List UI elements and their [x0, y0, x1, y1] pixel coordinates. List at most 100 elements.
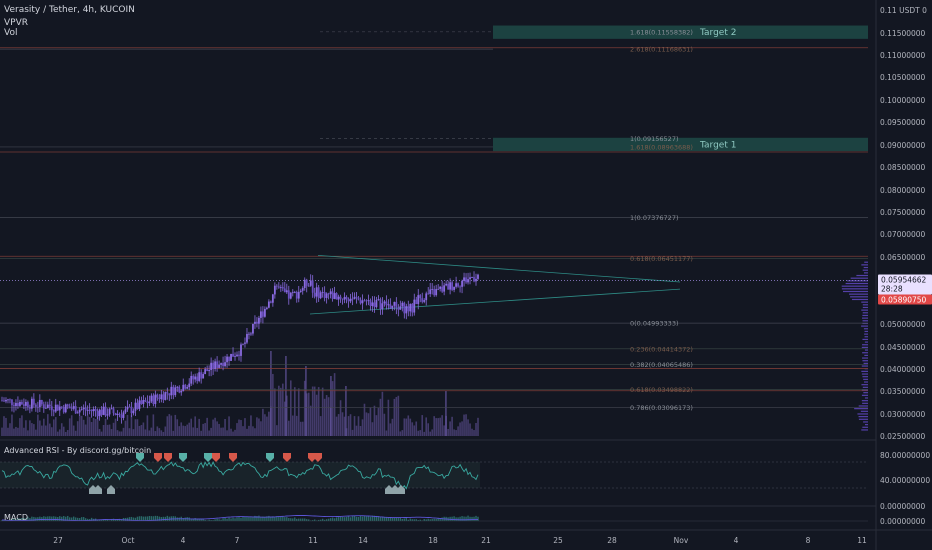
- macd-histogram-bar: [264, 516, 266, 521]
- macd-histogram-bar: [202, 518, 204, 521]
- macd-histogram-bar: [323, 519, 326, 521]
- macd-histogram-bar: [471, 516, 473, 521]
- candle-body: [72, 406, 75, 409]
- candle-body: [321, 291, 324, 293]
- volume-bar: [228, 416, 230, 436]
- price-tick-label: 0.06500000: [880, 253, 926, 262]
- macd-histogram-bar: [367, 515, 370, 521]
- volume-bar: [138, 425, 141, 436]
- volume-bar: [184, 426, 187, 436]
- candle-body: [60, 406, 63, 408]
- volume-profile-bar: [861, 264, 868, 266]
- macd-histogram-bar: [393, 517, 396, 521]
- macd-histogram-bar: [377, 516, 380, 521]
- volume-bar: [407, 415, 410, 436]
- volume-profile: [841, 261, 868, 431]
- volume-bar: [82, 419, 85, 436]
- volume-bar: [204, 423, 206, 436]
- macd-histogram-bar: [387, 517, 390, 521]
- volume-bar: [260, 421, 262, 436]
- volume-bar: [27, 430, 29, 436]
- volume-bar: [353, 416, 356, 436]
- volume-bar: [331, 381, 334, 436]
- candle-body: [393, 301, 396, 306]
- volume-bar: [421, 415, 424, 436]
- time-tick-label: 4: [181, 536, 186, 545]
- vpvr-indicator-label[interactable]: VPVR: [4, 18, 28, 28]
- volume-bar: [23, 427, 25, 436]
- candle-body: [164, 392, 167, 400]
- volume-bar: [381, 391, 384, 436]
- price-tick-label: 0.08000000: [880, 186, 926, 195]
- volume-bar: [128, 428, 131, 436]
- volume-bar: [270, 351, 272, 436]
- macd-histogram-bar: [308, 519, 310, 521]
- macd-histogram-bar: [425, 519, 427, 521]
- volume-profile-bar: [857, 413, 868, 415]
- price-tick-label: 0.07500000: [880, 208, 926, 217]
- volume-profile-bar: [856, 274, 868, 277]
- macd-histogram-bar: [134, 517, 137, 521]
- volume-bar: [164, 426, 167, 436]
- macd-histogram-bar: [391, 518, 394, 521]
- candle-body: [258, 317, 260, 324]
- volume-profile-bar: [862, 304, 868, 306]
- macd-histogram-bar: [162, 516, 165, 521]
- triangle-upper-line: [317, 254, 681, 283]
- volume-bar: [441, 415, 443, 436]
- volume-bar: [323, 398, 326, 436]
- macd-histogram-bar: [439, 518, 441, 521]
- volume-bar: [355, 425, 358, 436]
- volume-bar: [293, 387, 296, 436]
- candle-body: [26, 402, 29, 408]
- macd-histogram-bar: [132, 517, 135, 521]
- macd-histogram-bar: [240, 517, 242, 521]
- candle-body: [1, 400, 3, 402]
- macd-panel-title[interactable]: MACD: [4, 513, 28, 522]
- volume-bar: [413, 425, 416, 436]
- candle-body: [407, 306, 410, 312]
- macd-histogram-bar: [365, 516, 368, 521]
- price-tick-label: 0.11 USDT 0: [880, 6, 927, 15]
- volume-bar: [60, 423, 63, 436]
- macd-histogram-bar: [397, 518, 400, 521]
- fib-level-label: 0.786(0.03096173): [630, 404, 693, 412]
- time-tick-label: 11: [857, 536, 867, 545]
- volume-bar: [379, 398, 382, 436]
- volume-bar: [174, 414, 177, 436]
- fib-level-label: 1(0.07376727): [630, 214, 679, 222]
- volume-bar: [136, 419, 139, 436]
- volume-bar: [88, 417, 91, 436]
- current-price-badge: [878, 274, 932, 295]
- chart-title: Verasity / Tether, 4h, KUCOIN: [4, 5, 135, 15]
- candle-body: [377, 299, 380, 300]
- candle-body: [279, 287, 282, 288]
- volume-profile-bar: [858, 418, 868, 420]
- time-tick-label: 27: [53, 536, 63, 545]
- candle-body: [439, 286, 442, 289]
- candle-body: [44, 407, 47, 409]
- candle-body: [17, 402, 19, 406]
- candle-body: [389, 304, 392, 309]
- candle-body: [311, 280, 314, 293]
- candle-body: [269, 301, 272, 303]
- candle-body: [210, 362, 213, 370]
- volume-indicator-label[interactable]: Vol: [4, 28, 18, 38]
- candle-body: [142, 400, 145, 404]
- candle-body: [140, 400, 143, 404]
- volume-profile-bar: [862, 426, 868, 428]
- macd-histogram-bar: [55, 516, 57, 521]
- candle-body: [120, 414, 123, 418]
- volume-bar: [399, 431, 402, 436]
- macd-histogram-bar: [361, 516, 364, 521]
- macd-histogram-bar: [59, 516, 61, 521]
- volume-bar: [35, 429, 37, 436]
- candle-body: [275, 285, 278, 287]
- rsi-panel-title[interactable]: Advanced RSI - By discord.gg/bitcoin: [4, 446, 152, 455]
- candle-body: [156, 394, 159, 398]
- volume-bar: [76, 421, 79, 436]
- time-axis: 27 Oct 4 7 11 14 18 21 25 28 Nov 4 8 11: [0, 529, 932, 545]
- candle-body: [246, 333, 248, 343]
- candle-body: [220, 363, 222, 365]
